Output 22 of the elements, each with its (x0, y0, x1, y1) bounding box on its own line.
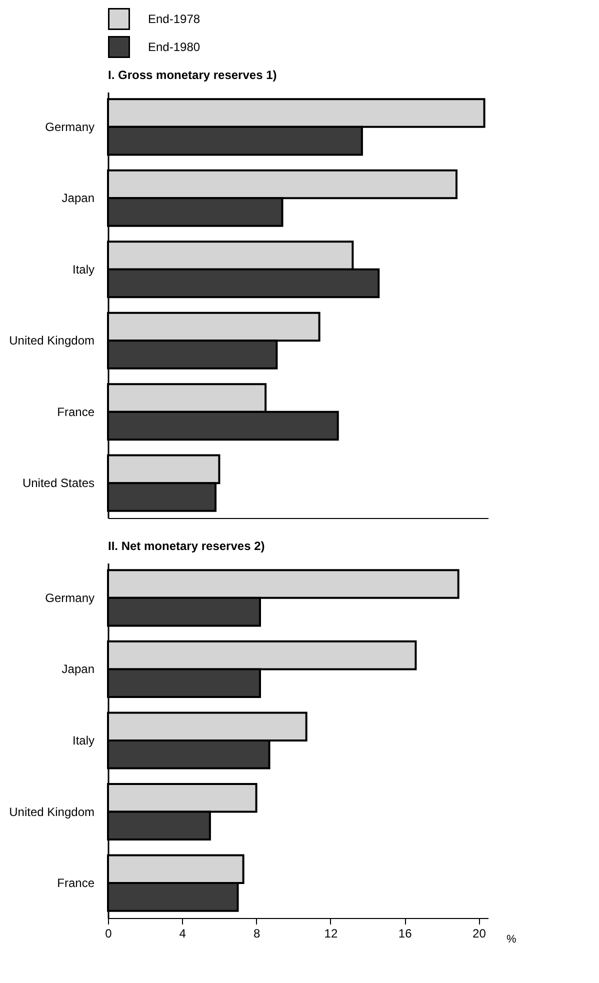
y-tick-label: United Kingdom (9, 804, 94, 819)
y-tick-label: France (57, 876, 95, 890)
y-tick-label: Italy (72, 262, 94, 276)
y-tick-label: Japan (62, 191, 94, 206)
chart-title: II. Net monetary reserves 2) (108, 539, 265, 553)
x-tick-label: 12 (324, 926, 338, 940)
x-tick-label: 0 (105, 926, 112, 940)
y-tick-label: Germany (45, 590, 94, 605)
x-axis-title: % (506, 934, 516, 946)
y-tick-label: United States (22, 476, 94, 490)
y-tick-label: United Kingdom (9, 334, 94, 348)
legend-label: End-1980 (148, 40, 200, 54)
y-tick-label: France (57, 404, 95, 419)
x-tick-label: 4 (179, 926, 186, 940)
y-tick-label: Italy (72, 734, 94, 748)
legend-label: End-1978 (148, 12, 200, 26)
y-tick-label: Germany (45, 120, 94, 134)
chart-title: I. Gross monetary reserves 1) (108, 68, 277, 82)
x-tick-label: 8 (253, 926, 260, 940)
y-tick-label: Japan (62, 662, 94, 676)
x-tick-label: 16 (398, 926, 412, 940)
x-tick-label: 20 (472, 926, 486, 940)
